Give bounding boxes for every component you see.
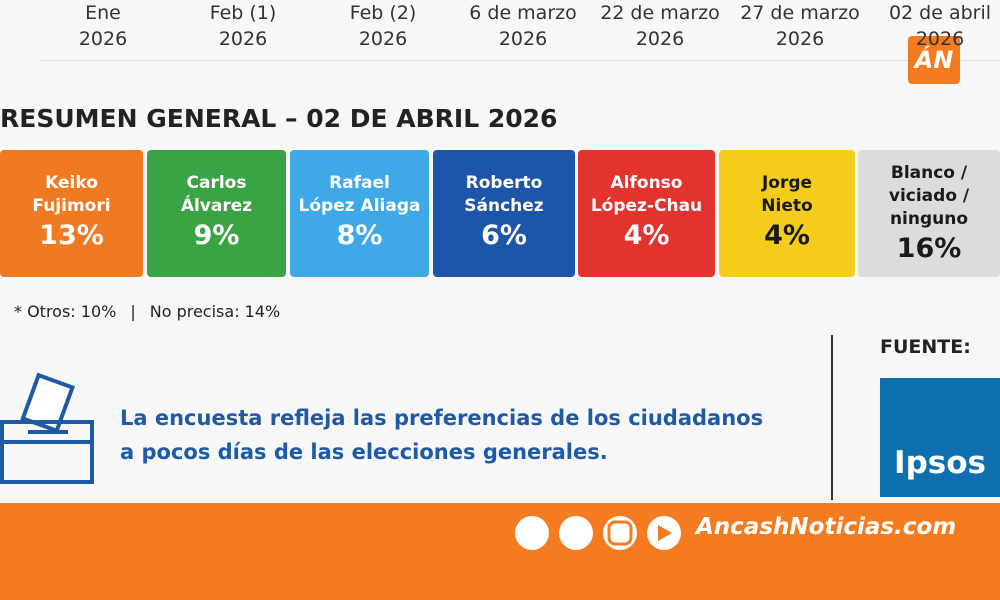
header-column: 6 de marzo 2026 (453, 0, 593, 52)
message-line: a pocos días de las elecciones generales… (120, 440, 608, 464)
candidate-percent: 13% (39, 220, 104, 251)
source-logo: Ipsos (880, 378, 1000, 497)
candidate-percent: 9% (193, 220, 240, 251)
divider (40, 60, 1000, 61)
header-line: 2026 (915, 28, 965, 50)
name-line: Sánchez (464, 196, 544, 216)
name-line: Alfonso (610, 173, 683, 193)
candidate-card: Keiko Fujimori 13% (0, 150, 143, 277)
candidate-name: Carlos Álvarez (147, 172, 286, 218)
name-line: ninguno (889, 209, 969, 229)
candidate-percent: 6% (481, 220, 527, 251)
header-line: Feb (2) (349, 2, 417, 24)
message-line: La encuesta refleja las preferencias de … (120, 406, 764, 430)
logo: ÁN (908, 36, 960, 84)
candidate-card: Carlos Álvarez 9% (147, 150, 286, 277)
candidate-percent: 4% (764, 220, 810, 251)
name-line: Roberto (465, 173, 543, 193)
candidate-name: Keiko Fujimori (0, 172, 143, 218)
candidate-card: Jorge Nieto 4% (719, 150, 855, 277)
candidate-card: Roberto Sánchez 6% (433, 150, 575, 277)
candidate-name: Alfonso López-Chau (578, 172, 715, 218)
candidate-percent: 8% (336, 220, 383, 251)
header-column: 22 de marzo 2026 (590, 0, 730, 52)
header-line: Ene (85, 2, 121, 24)
name-line: Jorge (761, 173, 813, 193)
header-line: 27 de marzo (740, 2, 860, 24)
candidate-name: Roberto Sánchez (433, 172, 575, 218)
header-line: 6 de marzo (469, 2, 577, 24)
name-line: López-Chau (590, 196, 703, 216)
candidate-card: Alfonso López-Chau 4% (578, 150, 715, 277)
ballot-box-icon (0, 372, 94, 484)
header-line: 02 de abril (888, 2, 992, 24)
name-line: Álvarez (180, 196, 253, 216)
header-column: 02 de abril 2026 (870, 0, 1000, 52)
name-line: Nieto (761, 196, 813, 216)
name-line: viciado / (888, 186, 970, 206)
note-item: * Otros: 10% (14, 302, 117, 321)
note-item: | (130, 302, 136, 321)
name-line: Fujimori (32, 196, 111, 216)
header-column: Ene 2026 (33, 0, 173, 52)
candidate-percent: 4% (623, 220, 670, 251)
candidate-card: Blanco / viciado / ninguno 16% (858, 150, 1000, 277)
name-line: Blanco / (890, 163, 968, 183)
vertical-divider (831, 335, 833, 500)
site-name: AncashNoticias.com (696, 514, 957, 540)
summary-title: RESUMEN GENERAL – 02 DE ABRIL 2026 (0, 104, 558, 133)
name-line: Carlos (186, 173, 247, 193)
header-line: 2026 (358, 28, 408, 50)
header-column: Feb (2) 2026 (313, 0, 453, 52)
candidate-name: Jorge Nieto (719, 172, 855, 218)
candidate-percent: 16% (896, 233, 962, 264)
header-column: 27 de marzo 2026 (730, 0, 870, 52)
header-line: 2026 (775, 28, 825, 50)
header-line: 2026 (498, 28, 548, 50)
candidate-name: Rafael López Aliaga (290, 172, 429, 218)
header-line: 2026 (635, 28, 685, 50)
social-icons (515, 516, 681, 550)
header-column: Feb (1) 2026 (173, 0, 313, 52)
header-line: 2026 (218, 28, 268, 50)
header-line: Feb (1) (209, 2, 277, 24)
candidate-name: Blanco / viciado / ninguno (858, 162, 1000, 231)
header-line: 22 de marzo (600, 2, 720, 24)
note-item: No precisa: 14% (149, 302, 281, 321)
footer: AncashNoticias.com (0, 503, 1000, 600)
name-line: Rafael (329, 173, 390, 193)
candidate-card: Rafael López Aliaga 8% (290, 150, 429, 277)
source-label: FUENTE: (880, 336, 971, 358)
name-line: López Aliaga (298, 196, 421, 216)
message: La encuesta refleja las preferencias de … (120, 401, 763, 469)
header-line: 2026 (78, 28, 128, 50)
name-line: Keiko (45, 173, 98, 193)
note: * Otros: 10% | No precisa: 14% (14, 302, 280, 321)
